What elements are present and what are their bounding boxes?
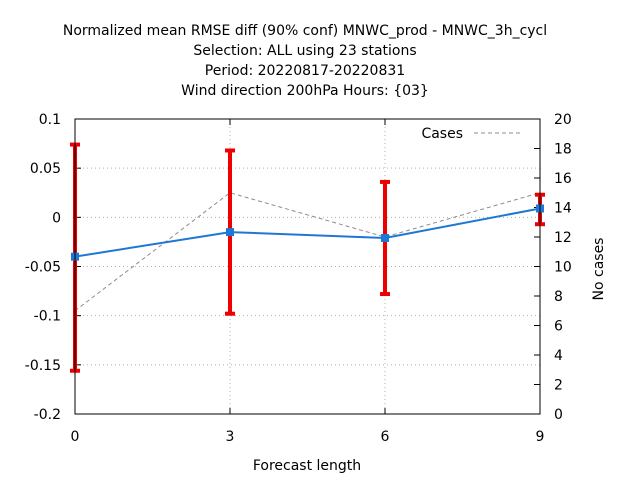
chart-title: Normalized mean RMSE diff (90% conf) MNW… [63, 23, 547, 99]
y-tick-label: 0.1 [39, 112, 61, 128]
y2-axis-label: No cases [591, 238, 607, 301]
legend: Cases [421, 126, 522, 142]
axis-ticks: 0.10.050-0.05-0.1-0.15-0.220181614121086… [25, 112, 572, 445]
grid [75, 119, 540, 414]
title-line-1: Normalized mean RMSE diff (90% conf) MNW… [63, 23, 547, 39]
y2-tick-label: 4 [554, 348, 563, 364]
title-line-3: Period: 20220817-20220831 [205, 63, 405, 79]
y-tick-label: 0 [52, 210, 61, 226]
y-tick-label: -0.15 [25, 358, 61, 374]
rmse-point [381, 233, 389, 242]
y2-tick-label: 18 [554, 142, 572, 158]
cases-line [74, 192, 541, 312]
y-tick-label: -0.1 [34, 309, 61, 325]
plot-frame [74, 118, 541, 415]
y2-tick-label: 10 [554, 260, 572, 276]
title-line-2: Selection: ALL using 23 stations [193, 43, 416, 59]
cases-series [74, 192, 541, 312]
y2-tick-label: 6 [554, 319, 563, 335]
y2-tick-label: 16 [554, 171, 572, 187]
y-tick-label: 0.05 [30, 161, 61, 177]
y2-tick-label: 2 [554, 378, 563, 394]
x-tick-label: 9 [536, 429, 545, 445]
x-axis-label: Forecast length [253, 458, 361, 474]
y-tick-label: -0.2 [34, 407, 61, 423]
y2-tick-label: 8 [554, 289, 563, 305]
error-bars [70, 142, 545, 373]
x-tick-label: 6 [381, 429, 390, 445]
y2-tick-label: 14 [554, 201, 572, 217]
legend-label-cases: Cases [421, 126, 463, 142]
y2-tick-label: 20 [554, 112, 572, 128]
rmse-series [71, 204, 544, 261]
rmse-point [226, 228, 234, 237]
y2-tick-label: 12 [554, 230, 572, 246]
x-tick-label: 3 [226, 429, 235, 445]
y2-tick-label: 0 [554, 407, 563, 423]
title-line-4: Wind direction 200hPa Hours: {03} [181, 83, 429, 99]
y-tick-label: -0.05 [25, 260, 61, 276]
rmse-line [74, 207, 541, 258]
x-tick-label: 0 [71, 429, 80, 445]
